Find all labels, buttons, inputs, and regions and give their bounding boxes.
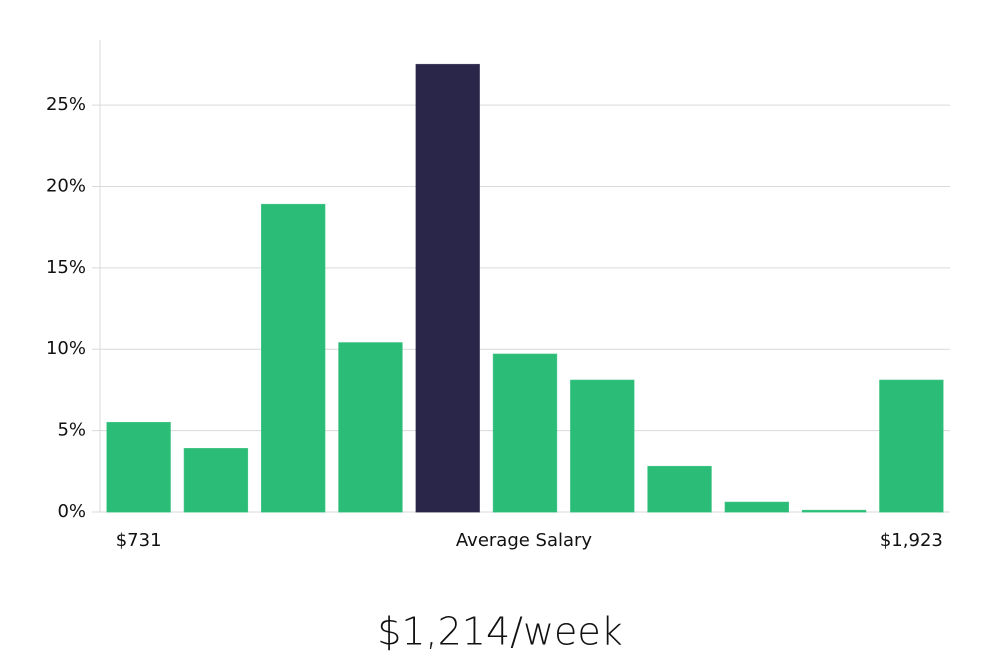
x-axis-label: Average Salary (456, 530, 593, 551)
bar (570, 379, 635, 513)
y-tick-label: 20% (46, 175, 86, 196)
bar (647, 465, 712, 513)
y-tick-label: 0% (57, 501, 86, 522)
y-tick-label: 10% (46, 338, 86, 359)
y-tick-label: 5% (57, 420, 86, 441)
bar (415, 63, 480, 513)
bar (261, 203, 326, 513)
chart-subtitle: $1,214/week (377, 610, 623, 654)
bar (801, 509, 867, 513)
y-tick-label: 25% (46, 94, 86, 115)
bar (724, 501, 789, 513)
bar (879, 379, 944, 513)
x-tick-label: $1,923 (880, 530, 943, 551)
y-tick-label: 15% (46, 257, 86, 278)
x-tick-label: $731 (116, 530, 162, 551)
bar (492, 353, 558, 513)
bar (338, 342, 403, 513)
bar (106, 421, 171, 513)
bar (183, 448, 249, 513)
